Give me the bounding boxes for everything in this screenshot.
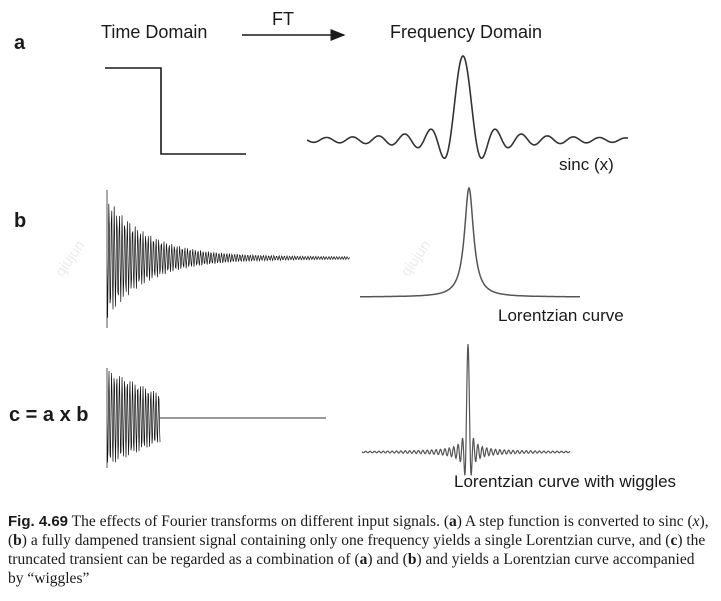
sinc-curve [306, 55, 629, 159]
lorentzian-wiggles-label: Lorentzian curve with wiggles [454, 472, 677, 491]
step-function [105, 67, 246, 155]
decaying-transient [106, 190, 350, 328]
truncated-transient [106, 368, 161, 468]
caption-bold-b: b [13, 532, 22, 549]
panel-a-label: a [14, 32, 26, 54]
fourier-diagram [105, 29, 629, 476]
sinc-label: sinc (x) [559, 155, 614, 174]
caption-text-2: ) A step function is converted to sinc ( [456, 513, 693, 530]
lorentzian-wiggles-curve [361, 343, 571, 476]
caption-italic-x: x [692, 513, 700, 530]
caption-text-1: The effects of Fourier transforms on dif… [68, 513, 449, 530]
time-domain-label: Time Domain [101, 22, 208, 42]
caption-text-4: ) a fully dampened transient signal cont… [21, 532, 671, 549]
figure-caption: Fig. 4.69 The effects of Fourier transfo… [8, 512, 713, 588]
caption-text-7: ) and yields a Lorentzian curve accompan… [8, 551, 695, 587]
caption-bold-c: c [670, 532, 678, 549]
ft-label: FT [272, 9, 294, 29]
caption-bold-b-2: b [407, 551, 417, 568]
panel-b-label: b [14, 210, 27, 232]
caption-bold-a: a [449, 513, 457, 530]
caption-bold-a-2: a [359, 551, 368, 568]
caption-text-6: ) and ( [367, 551, 408, 568]
caption-text-5: ) the truncated transient can be regarde… [8, 532, 706, 568]
lorentzian-curve [360, 186, 580, 298]
frequency-domain-label: Frequency Domain [390, 22, 543, 42]
caption-figure-number: Fig. 4.69 [8, 513, 69, 530]
caption-text-3: ), ( [8, 513, 709, 549]
lorentzian-label: Lorentzian curve [498, 306, 624, 325]
panel-c-label: c = a x b [9, 404, 89, 426]
